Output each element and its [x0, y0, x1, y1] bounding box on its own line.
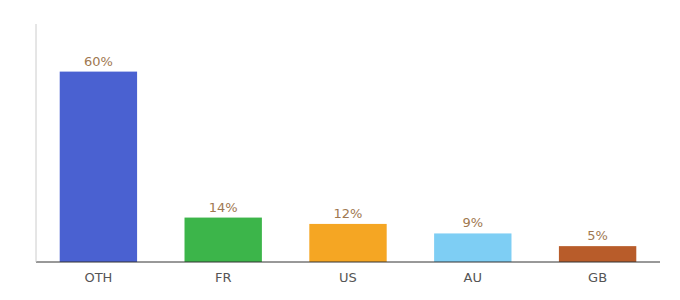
bar — [434, 233, 511, 262]
y-axis-line — [36, 24, 37, 262]
bar — [185, 218, 262, 262]
x-tick-label: AU — [464, 270, 482, 285]
bars — [60, 72, 637, 262]
x-tick-label: US — [339, 270, 357, 285]
data-label: 12% — [334, 206, 363, 221]
data-label: 9% — [462, 215, 483, 230]
bar — [559, 246, 636, 262]
bar — [309, 224, 386, 262]
data-label: 60% — [84, 54, 113, 69]
x-axis-line — [36, 262, 660, 263]
x-tick-label: FR — [215, 270, 232, 285]
bar — [60, 72, 137, 262]
chart-svg: OTH FR US AU GB 60% 14% 12% 9% 5% — [0, 0, 680, 300]
x-tick-label: GB — [588, 270, 607, 285]
data-label: 5% — [587, 228, 608, 243]
x-tick-label: OTH — [84, 270, 112, 285]
chart-container: OTH FR US AU GB 60% 14% 12% 9% 5% — [0, 0, 680, 300]
data-label: 14% — [209, 200, 238, 215]
